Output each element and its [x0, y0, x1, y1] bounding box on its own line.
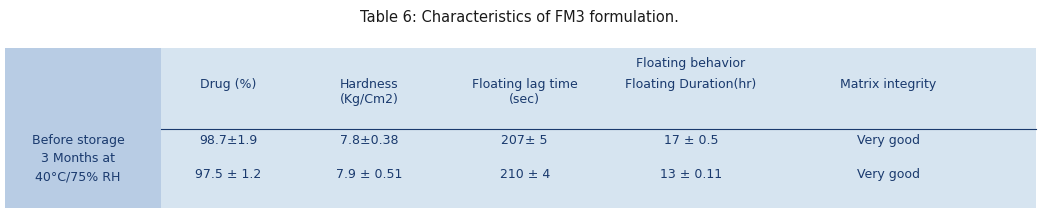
Text: 98.7±1.9: 98.7±1.9	[199, 134, 258, 147]
Text: 13 ± 0.11: 13 ± 0.11	[660, 168, 722, 181]
Text: 207± 5: 207± 5	[502, 134, 548, 147]
Text: 97.5 ± 1.2: 97.5 ± 1.2	[195, 168, 262, 181]
Text: Before storage
3 Months at
40°C/75% RH: Before storage 3 Months at 40°C/75% RH	[31, 134, 125, 183]
Text: Hardness
(Kg/Cm2): Hardness (Kg/Cm2)	[340, 78, 398, 106]
Text: 7.8±0.38: 7.8±0.38	[340, 134, 398, 147]
Text: Table 6: Characteristics of FM3 formulation.: Table 6: Characteristics of FM3 formulat…	[361, 10, 678, 25]
Text: Very good: Very good	[857, 134, 920, 147]
Text: Drug (%): Drug (%)	[201, 78, 257, 91]
Text: Floating lag time
(sec): Floating lag time (sec)	[472, 78, 578, 106]
Text: Floating behavior: Floating behavior	[636, 57, 746, 70]
Text: Very good: Very good	[857, 168, 920, 181]
Text: Matrix integrity: Matrix integrity	[841, 78, 936, 91]
Text: Floating Duration(hr): Floating Duration(hr)	[625, 78, 756, 91]
Text: 17 ± 0.5: 17 ± 0.5	[664, 134, 718, 147]
Text: 7.9 ± 0.51: 7.9 ± 0.51	[336, 168, 402, 181]
Text: 210 ± 4: 210 ± 4	[500, 168, 550, 181]
